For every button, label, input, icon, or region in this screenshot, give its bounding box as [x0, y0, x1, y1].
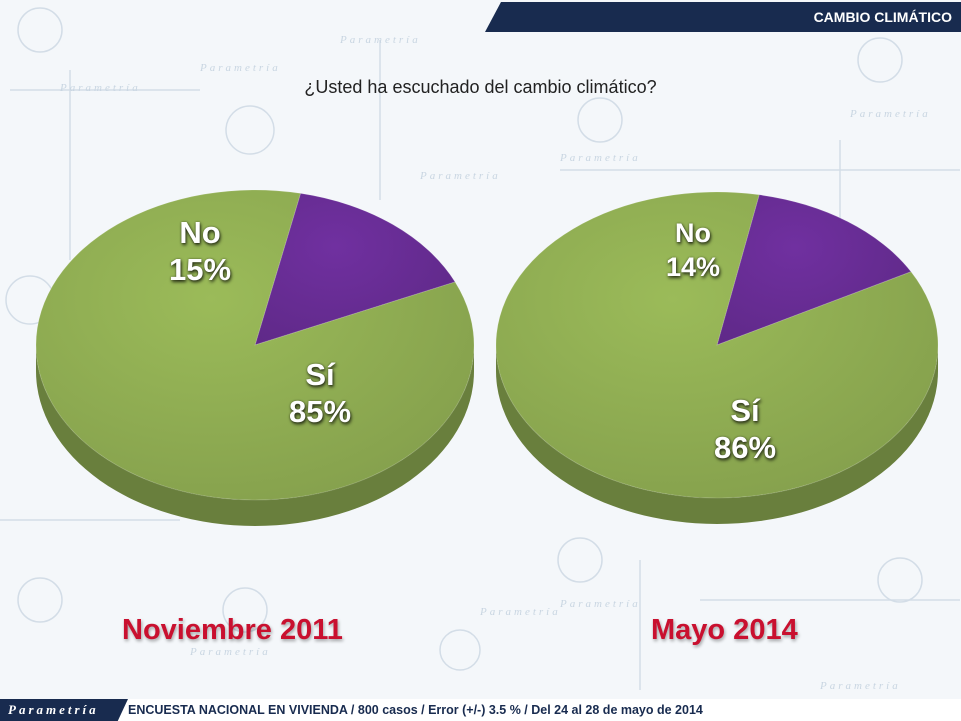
watermark: Parametría — [560, 598, 641, 610]
pie1-slice-no — [254, 192, 456, 346]
watermark: Parametría — [560, 152, 641, 164]
footer-bar: Parametría ENCUESTA NACIONAL EN VIVIENDA… — [0, 699, 961, 721]
pie2-side — [496, 345, 938, 524]
pie1-si-value: 85% — [288, 394, 352, 429]
watermark: Parametría — [820, 680, 901, 692]
pie2-si-category: Sí — [730, 393, 760, 428]
pie2-si-value: 86% — [713, 430, 777, 465]
pie1-side — [36, 345, 474, 526]
pie2-slice-si — [495, 191, 939, 499]
footer-survey-note: ENCUESTA NACIONAL EN VIVIENDA / 800 caso… — [128, 703, 703, 717]
pie2-no-category: No — [675, 218, 711, 248]
watermark: Parametría — [480, 606, 561, 618]
period-label-2014: Mayo 2014 — [651, 614, 798, 646]
period-label-2011: Noviembre 2011 — [122, 614, 343, 646]
watermark: Parametría — [190, 646, 271, 658]
pie1-no-label: No 15% — [150, 214, 250, 288]
pie1-slice-si — [35, 189, 475, 501]
pie1-no-value: 15% — [168, 252, 232, 287]
pie2-si-label: Sí 86% — [695, 392, 795, 466]
pie2-no-label: No 14% — [643, 216, 743, 284]
pie1-si-label: Sí 85% — [270, 356, 370, 430]
watermark: Parametría — [420, 170, 501, 182]
pie1-no-category: No — [179, 215, 221, 250]
watermark: Parametría — [850, 108, 931, 120]
footer-logo: Parametría — [0, 699, 128, 721]
pie2-slice-no — [716, 194, 912, 346]
chart-question-title: ¿Usted ha escuchado del cambio climático… — [304, 77, 657, 97]
watermark: Parametría — [200, 62, 281, 74]
watermark: Parametría — [340, 34, 421, 46]
pie1-si-category: Sí — [305, 357, 335, 392]
pie2-no-value: 14% — [665, 252, 721, 282]
section-title-badge: CAMBIO CLIMÁTICO — [485, 2, 961, 32]
watermark: Parametría — [60, 82, 141, 94]
